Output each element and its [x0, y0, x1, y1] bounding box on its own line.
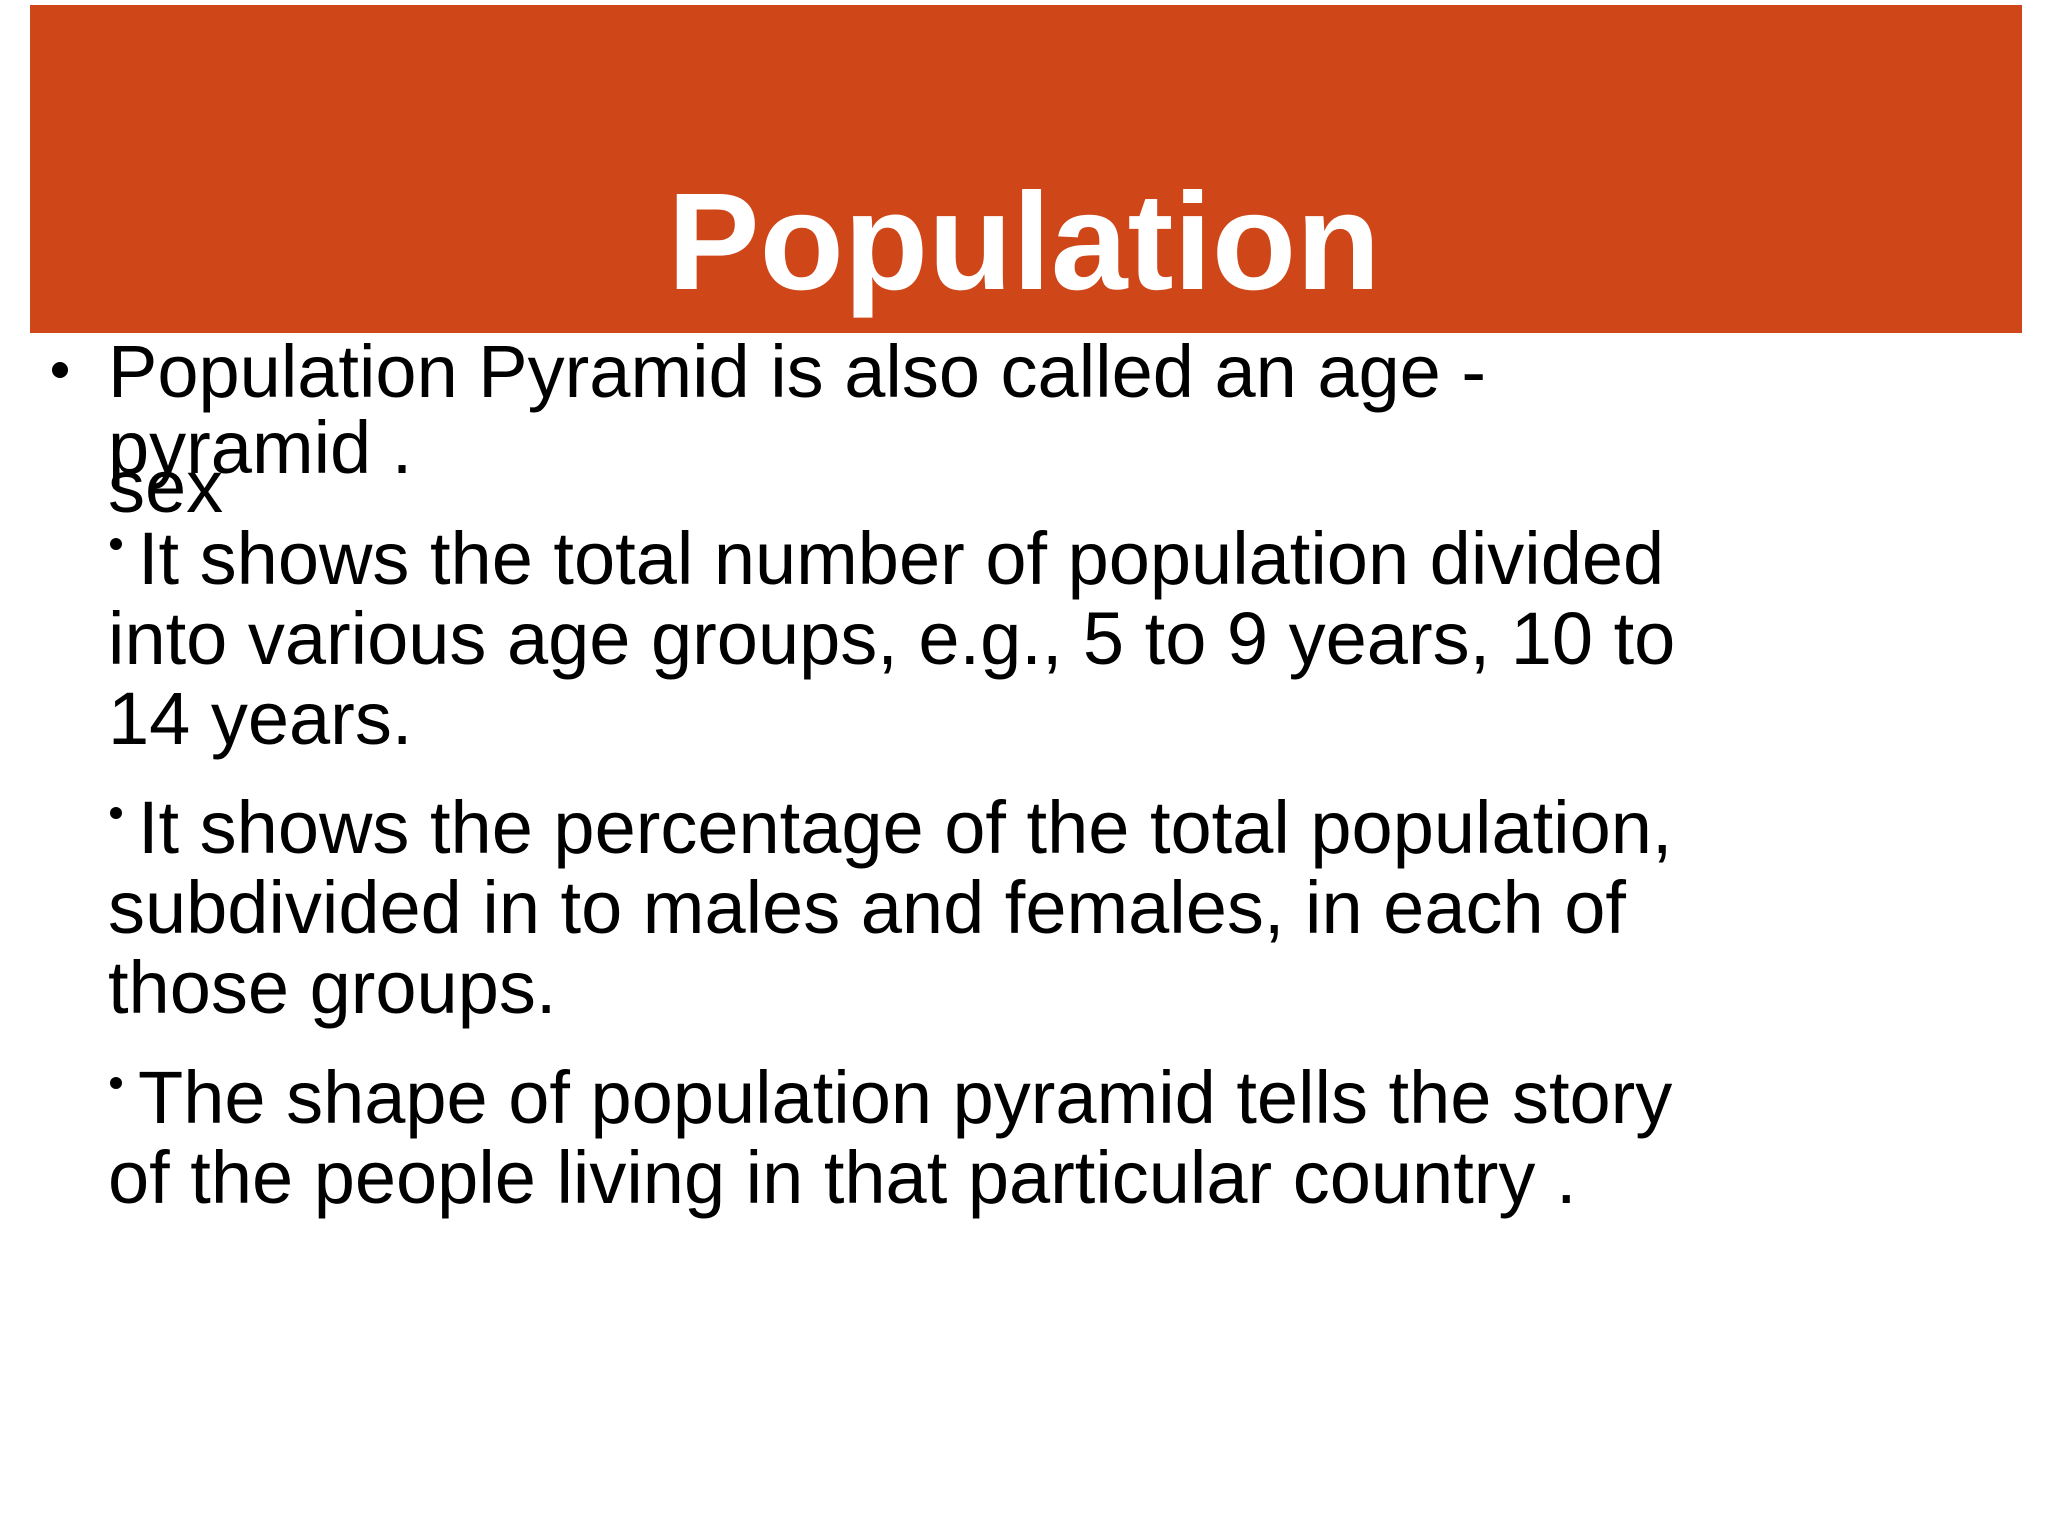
bullet-text: Population Pyramid is also called an age…	[108, 330, 1486, 413]
sub-bullet	[110, 538, 122, 550]
paragraph-line: 14 years.	[108, 677, 412, 760]
slide-title: Population	[668, 165, 1381, 319]
bullet-text: sex	[108, 445, 223, 528]
title-band	[30, 5, 2022, 333]
paragraph-line: into various age groups, e.g., 5 to 9 ye…	[108, 597, 1675, 680]
sub-bullet	[110, 807, 122, 819]
bullet-text-overlap: pyramid .	[108, 406, 412, 489]
paragraph-line: those groups.	[108, 946, 556, 1029]
sub-bullet	[110, 1077, 122, 1089]
paragraph-line: It shows the total number of population …	[138, 517, 1664, 600]
paragraph-line: The shape of population pyramid tells th…	[138, 1056, 1672, 1139]
bullet	[52, 362, 68, 378]
paragraph-line: subdivided in to males and females, in e…	[108, 866, 1626, 949]
paragraph-line: of the people living in that particular …	[108, 1136, 1577, 1219]
paragraph-line: It shows the percentage of the total pop…	[138, 786, 1673, 869]
